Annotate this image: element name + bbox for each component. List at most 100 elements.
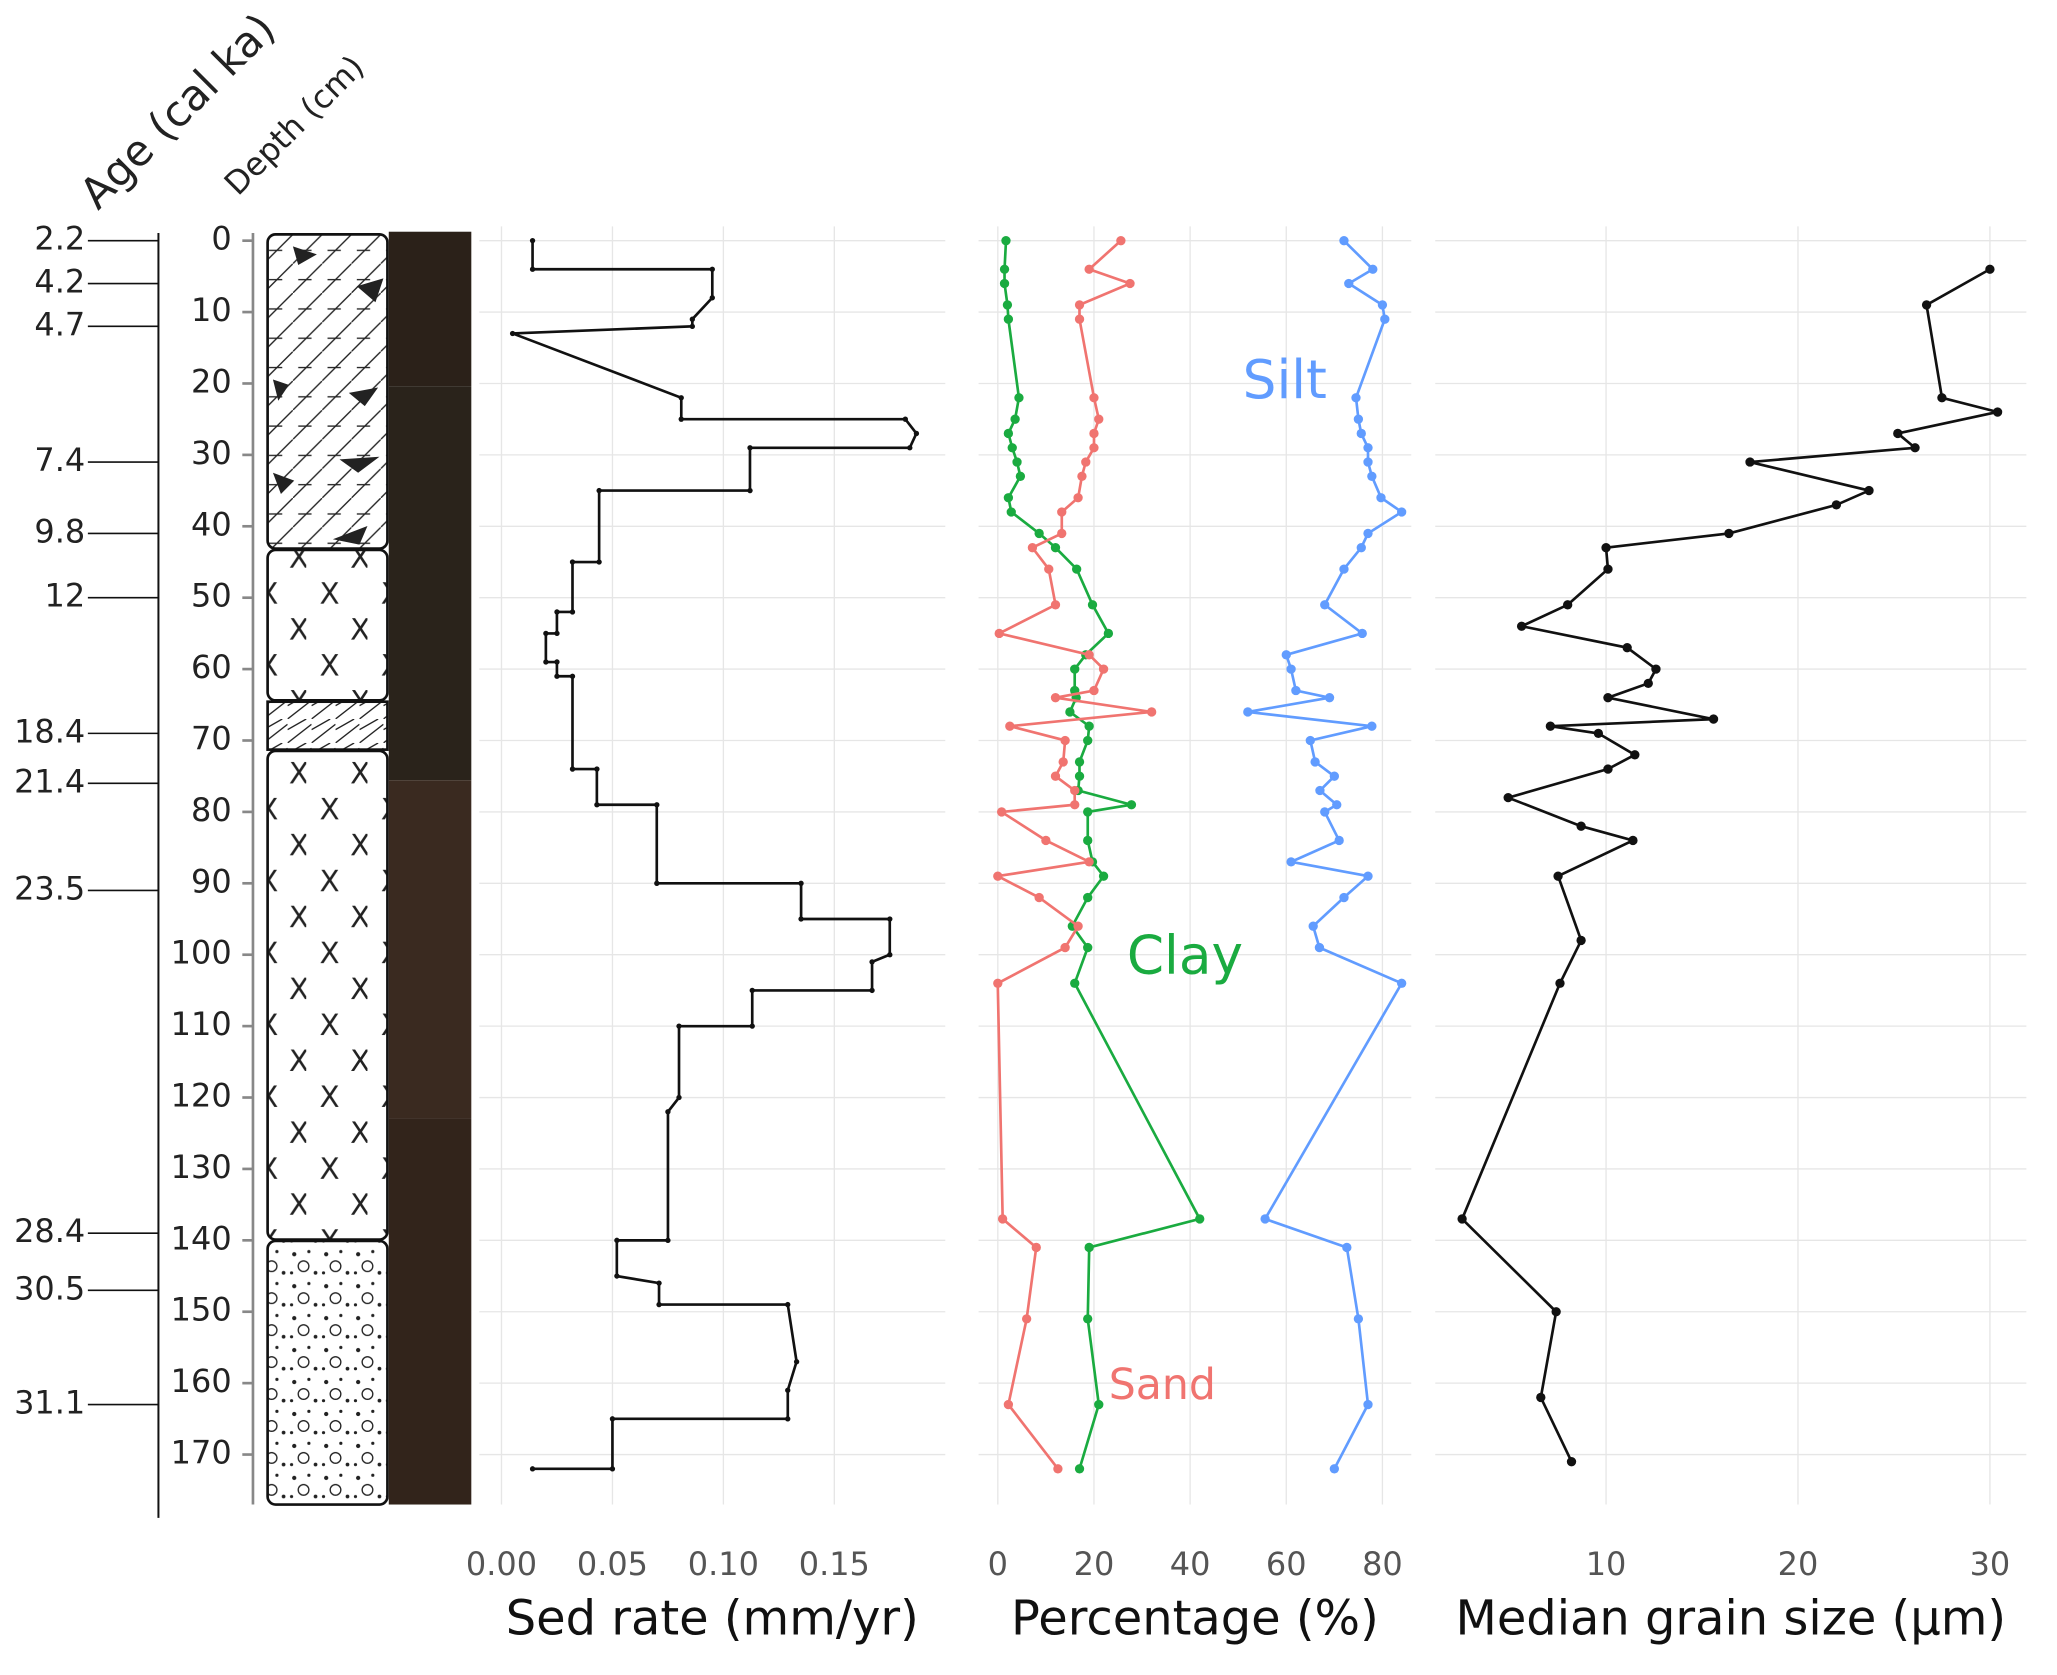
data-point — [1937, 393, 1947, 403]
depth-tick-label: 70 — [191, 720, 232, 758]
series-label: Sand — [1109, 1360, 1216, 1410]
data-point — [1083, 1314, 1093, 1324]
data-point — [1555, 978, 1565, 988]
data-point — [596, 559, 602, 565]
data-point — [1342, 1242, 1352, 1253]
data-point — [569, 609, 576, 615]
depth-tick-label: 130 — [171, 1148, 232, 1186]
data-point — [1985, 264, 1995, 274]
data-point — [869, 987, 875, 994]
age-label: 23.5 — [14, 869, 85, 907]
data-point — [1566, 1457, 1577, 1467]
data-point — [1893, 428, 1903, 439]
data-point — [1376, 493, 1386, 503]
data-point — [554, 630, 560, 637]
data-point — [1308, 921, 1318, 931]
data-point — [1084, 721, 1094, 731]
data-point — [569, 673, 576, 679]
x-tick-label: 30 — [1970, 1545, 2011, 1583]
data-point — [1643, 678, 1653, 689]
age-label: 12 — [45, 577, 86, 615]
x-tick-label: 0 — [988, 1545, 1008, 1583]
data-point — [1015, 471, 1026, 481]
data-point — [1315, 785, 1325, 796]
age-label: 30.5 — [14, 1269, 85, 1307]
data-point — [1363, 1399, 1373, 1410]
age-label: 2.2 — [34, 220, 85, 258]
data-point — [1363, 443, 1373, 453]
data-point — [1329, 1464, 1340, 1474]
data-point — [1050, 543, 1061, 553]
data-point — [614, 1237, 620, 1243]
data-point — [1050, 771, 1061, 781]
data-point — [1084, 264, 1094, 274]
data-point — [1831, 500, 1842, 510]
data-point — [676, 1023, 682, 1029]
data-point — [1291, 685, 1301, 696]
data-point — [785, 1387, 791, 1393]
data-point — [554, 673, 560, 679]
x-tick-label: 0.10 — [688, 1545, 759, 1583]
data-point — [1014, 393, 1024, 403]
data-point — [1003, 493, 1014, 503]
x-axis-title: Sed rate (mm/yr) — [506, 1592, 919, 1647]
data-point — [569, 766, 576, 772]
data-point — [1630, 750, 1640, 760]
data-point — [1551, 1307, 1561, 1317]
lithology-unit — [266, 749, 389, 1241]
data-point — [1034, 528, 1044, 539]
data-point — [654, 802, 660, 808]
depth-tick-label: 140 — [171, 1219, 232, 1257]
data-point — [1332, 800, 1342, 810]
age-label: 9.8 — [34, 512, 85, 550]
series-label: Silt — [1243, 349, 1327, 411]
data-point — [1396, 978, 1407, 988]
data-point — [1070, 800, 1080, 810]
x-axis-title: Percentage (%) — [1011, 1592, 1379, 1647]
data-point — [1314, 942, 1325, 953]
data-point — [678, 395, 684, 401]
data-point — [654, 880, 660, 886]
x-axis-title: Median grain size (µm) — [1455, 1592, 2006, 1647]
x-tick-label: 10 — [1586, 1545, 1627, 1583]
data-point — [1081, 457, 1091, 467]
data-point — [1146, 707, 1157, 717]
data-point — [1921, 300, 1932, 310]
data-point — [1380, 314, 1390, 324]
data-point — [1334, 835, 1344, 846]
data-point — [1050, 692, 1061, 703]
data-point — [994, 628, 1004, 639]
x-tick-label: 80 — [1362, 1545, 1403, 1583]
data-point — [1353, 1314, 1364, 1324]
data-point — [1339, 564, 1349, 574]
data-point — [1603, 564, 1613, 574]
data-point — [1516, 621, 1527, 631]
x-tick-label: 0.15 — [799, 1545, 870, 1583]
data-point — [1601, 543, 1611, 553]
data-point — [1320, 600, 1330, 610]
age-label: 21.4 — [14, 762, 85, 800]
data-point — [997, 1214, 1008, 1224]
data-point — [1058, 757, 1068, 767]
data-point — [1503, 792, 1513, 803]
data-point — [1074, 314, 1085, 324]
data-point — [902, 416, 909, 422]
data-point — [1357, 628, 1367, 639]
data-point — [993, 871, 1003, 881]
data-point — [1050, 600, 1061, 610]
data-point — [993, 978, 1003, 988]
data-point — [1243, 707, 1253, 717]
data-point — [1002, 300, 1013, 310]
data-point — [543, 630, 549, 637]
data-point — [554, 609, 560, 615]
data-point — [996, 807, 1007, 817]
x-tick-label: 60 — [1266, 1545, 1307, 1583]
data-point — [887, 916, 893, 922]
data-point — [1003, 314, 1014, 324]
depth-tick-label: 80 — [191, 791, 232, 829]
data-point — [1083, 835, 1093, 846]
data-point — [1320, 807, 1330, 817]
data-point — [999, 264, 1010, 274]
data-point — [543, 659, 549, 665]
